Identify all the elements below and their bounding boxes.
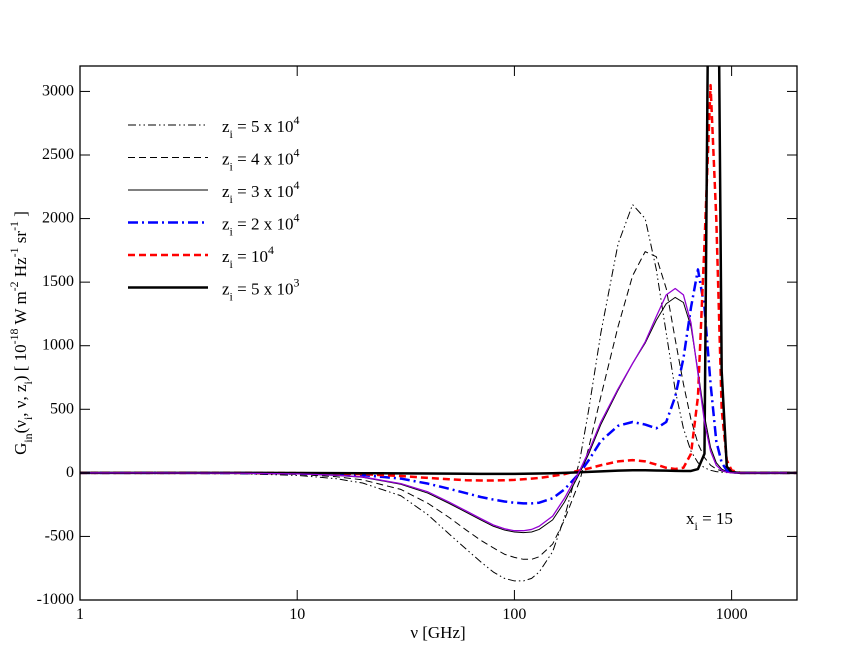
series-line — [80, 296, 797, 534]
y-tick-label: 1500 — [42, 273, 74, 290]
legend-label: zi = 3 x 104 — [222, 178, 299, 206]
series-line — [80, 287, 797, 532]
plot-curves — [80, 66, 797, 582]
series-line — [80, 66, 797, 476]
x-tick-label: 1000 — [716, 606, 748, 623]
y-tick-label: 500 — [50, 400, 74, 417]
x-tick-label: 100 — [502, 606, 526, 623]
x-tick-label: 1 — [76, 606, 84, 623]
legend-label: zi = 4 x 104 — [222, 145, 299, 173]
series-line — [80, 204, 797, 582]
plot-frame — [79, 65, 798, 601]
x-axis-label: ν [GHz] — [410, 623, 465, 642]
series-line — [80, 251, 797, 560]
y-tick-label: 1000 — [42, 336, 74, 353]
y-tick-label: 2500 — [42, 146, 74, 163]
y-tick-label: 0 — [66, 464, 74, 481]
x-tick-label: 10 — [289, 606, 305, 623]
y-tick-label: -500 — [45, 527, 74, 544]
y-tick-label: 3000 — [42, 82, 74, 99]
y-axis-label: Gin(νi, ν, zi) [ 10-18 W m-2 Hz-1 sr-1 ] — [7, 211, 35, 455]
y-tick-label: 2000 — [42, 209, 74, 226]
y-tick-label: -1000 — [37, 591, 74, 608]
annotation: xi = 15 — [686, 509, 733, 533]
legend-label: zi = 5 x 104 — [222, 113, 299, 141]
series-line — [80, 268, 797, 505]
legend-label: zi = 2 x 104 — [222, 210, 299, 238]
legend-label: zi = 5 x 103 — [222, 275, 299, 303]
series-line — [80, 83, 797, 482]
legend-label: zi = 104 — [222, 243, 274, 271]
